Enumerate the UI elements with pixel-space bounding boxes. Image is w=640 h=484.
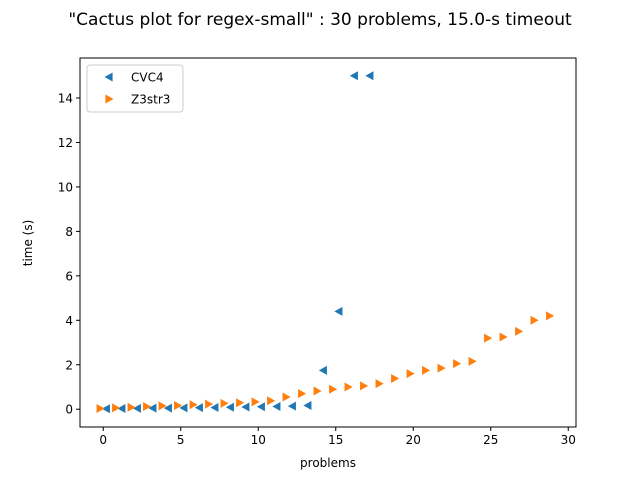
z3str3-legend-label: Z3str3: [131, 93, 170, 107]
cvc4-data-point: [318, 365, 327, 375]
z3str3-data-point: [205, 399, 214, 409]
z3str3-data-point: [189, 400, 198, 410]
x-tick-label: 10: [251, 433, 266, 447]
cvc4-data-point: [101, 404, 110, 414]
z3str3-data-point: [515, 326, 524, 336]
z3str3-data-point: [143, 402, 152, 412]
z3str3-data-point: [282, 392, 291, 402]
y-axis-label: time (s): [21, 220, 35, 267]
cvc4-legend-label: CVC4: [131, 71, 164, 85]
z3str3-data-point: [298, 389, 307, 399]
z3str3-data-point: [422, 365, 431, 375]
z3str3-data-point: [360, 381, 369, 391]
z3str3-data-point: [96, 404, 105, 414]
z3str3-data-point: [344, 382, 353, 392]
cvc4-data-point: [241, 402, 250, 412]
z3str3-data-point: [236, 398, 245, 408]
cvc4-data-point: [194, 403, 203, 413]
z3str3-data-point: [112, 403, 121, 413]
cvc4-data-point: [210, 402, 219, 412]
cvc4-data-point: [287, 401, 296, 411]
x-axis-label: problems: [300, 456, 356, 470]
cvc4-data-point: [256, 402, 265, 412]
z3str3-data-point: [406, 369, 415, 379]
chart-title: "Cactus plot for regex-small" : 30 probl…: [68, 10, 572, 30]
z3str3-data-point: [437, 363, 446, 373]
x-tick-label: 5: [177, 433, 185, 447]
y-tick-label: 0: [65, 403, 73, 417]
cvc4-data-point: [349, 71, 358, 81]
z3str3-data-point: [127, 402, 136, 412]
y-tick-label: 10: [58, 180, 73, 194]
z3str3-data-point: [530, 315, 539, 325]
axes-frame: [79, 57, 577, 428]
cvc4-legend-marker: [104, 72, 113, 82]
plot-area: 0 5 10 15 20 25 30 0 2 4 6 8 10 12 14: [58, 57, 577, 447]
cvc4-data-point: [148, 403, 157, 413]
z3str3-data-point: [220, 398, 229, 408]
cvc4-data-point: [163, 403, 172, 413]
z3str3-data-point: [158, 401, 167, 411]
z3str3-legend-marker: [105, 94, 114, 104]
y-tick-label: 12: [58, 136, 73, 150]
z3str3-data-point: [484, 333, 493, 343]
cvc4-data-point: [334, 306, 343, 316]
cvc4-data-point: [117, 404, 126, 414]
z3str3-data-point: [468, 356, 477, 366]
z3str3-data-point: [329, 384, 338, 394]
z3str3-data-point: [313, 386, 322, 396]
z3str3-data-point: [267, 396, 276, 406]
cvc4-data-point: [272, 402, 281, 412]
x-tick-label: 15: [328, 433, 343, 447]
z3str3-data-point: [499, 332, 508, 342]
cvc4-data-point: [303, 400, 312, 410]
z3str3-data-point: [546, 311, 555, 321]
z3str3-data-point: [174, 400, 183, 410]
x-tick-label: 30: [561, 433, 576, 447]
y-tick-label: 4: [65, 314, 73, 328]
cvc4-data-point: [179, 403, 188, 413]
y-tick-label: 6: [65, 269, 73, 283]
z3str3-data-point: [453, 359, 462, 369]
legend: CVC4 Z3str3: [86, 64, 184, 113]
x-tick-label: 25: [483, 433, 498, 447]
y-tick-label: 2: [65, 358, 73, 372]
cvc4-data-point: [365, 71, 374, 81]
y-tick-label: 8: [65, 225, 73, 239]
cvc4-data-point: [132, 403, 141, 413]
z3str3-data-point: [251, 397, 260, 407]
z3str3-data-point: [391, 374, 400, 384]
z3str3-data-point: [375, 379, 384, 389]
y-tick-label: 14: [58, 92, 73, 106]
cvc4-data-point: [225, 402, 234, 412]
x-tick-label: 0: [99, 433, 107, 447]
x-tick-label: 20: [406, 433, 421, 447]
